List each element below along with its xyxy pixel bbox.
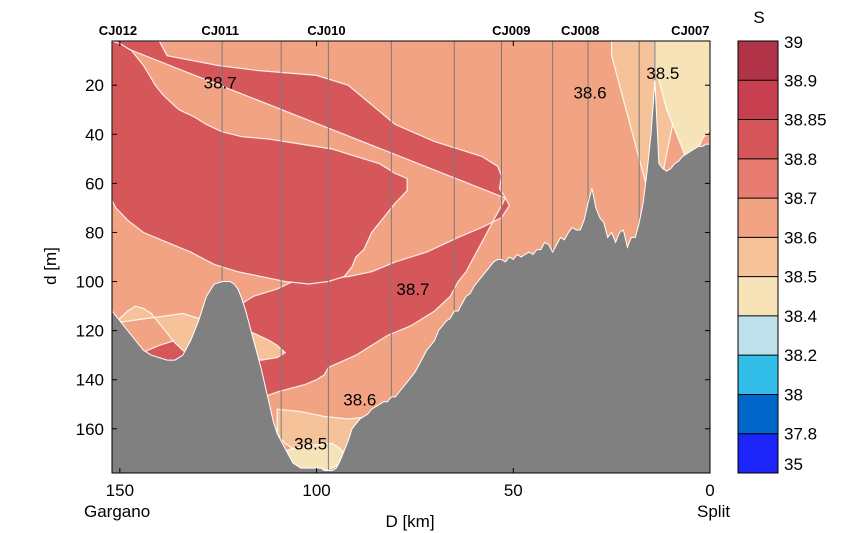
y-tick-label-140: 140: [76, 371, 104, 390]
plot-frame: [111, 40, 711, 474]
colorbar-swatch-6: [738, 237, 778, 277]
x-tick-label-50: 50: [504, 481, 523, 500]
y-tick-label-160: 160: [76, 420, 104, 439]
contour-label-2: 38.6: [573, 84, 606, 103]
y-tick-label-120: 120: [76, 322, 104, 341]
colorbar-frame: [737, 40, 779, 474]
x-end-label-left: Gargano: [84, 502, 150, 521]
plot-area: 38.7 38.6 38.5 38.7 38.6 38.5: [112, 41, 710, 473]
x-end-label-right: Split: [697, 502, 730, 521]
colorbar-label-7: 38.5: [784, 268, 817, 287]
seafloor: [112, 80, 710, 473]
station-label-cj007: CJ007: [671, 23, 709, 38]
colorbar-swatch-2: [738, 80, 778, 120]
colorbar-label-12: 35: [784, 455, 803, 474]
colorbar-swatch-5: [738, 198, 778, 238]
colorbar-label-10: 38: [784, 385, 803, 404]
colorbar-title: S: [753, 8, 764, 27]
colorbar-swatch-9: [738, 355, 778, 395]
y-axis-title: d [m]: [41, 247, 60, 285]
colorbar-swatch-3: [738, 119, 778, 159]
colorbar-swatch-11: [738, 433, 778, 473]
contour-labels: 38.7 38.6 38.5 38.7 38.6 38.5: [204, 64, 680, 454]
colorbar-swatch-7: [738, 276, 778, 316]
colorbar-label-3: 38.85: [784, 111, 827, 130]
station-label-cj009: CJ009: [492, 23, 530, 38]
colorbar-label-5: 38.7: [784, 189, 817, 208]
station-label-cj010: CJ010: [307, 23, 345, 38]
y-tick-label-60: 60: [85, 174, 104, 193]
y-tick-label-80: 80: [85, 223, 104, 242]
station-label-cj011: CJ011: [201, 23, 239, 38]
contour-label-5: 38.6: [343, 390, 376, 409]
x-axis-title: D [km]: [385, 512, 434, 531]
colorbar-label-11: 37.8: [784, 425, 817, 444]
salinity-regions: [112, 41, 710, 473]
y-tick-label-40: 40: [85, 125, 104, 144]
x-tick-label-150: 150: [106, 481, 134, 500]
contour-label-6: 38.5: [294, 435, 327, 454]
colorbar-swatch-8: [738, 315, 778, 356]
colorbar-label-9: 38.2: [784, 346, 817, 365]
colorbar-label-2: 38.9: [784, 71, 817, 90]
station-label-cj012: CJ012: [99, 23, 137, 38]
colorbar-label-1: 39: [784, 33, 803, 52]
salinity-region-3: [112, 41, 408, 285]
contour-label-1: 38.7: [204, 74, 237, 93]
y-tick-label-100: 100: [76, 273, 104, 292]
x-tick-label-0: 0: [705, 481, 714, 500]
contour-label-3: 38.5: [646, 64, 679, 83]
colorbar-swatch-10: [738, 394, 778, 434]
colorbar: 39 38.9 38.85 38.8 38.7 38.6 38.5 38.4 38.2 38 37.…: [737, 33, 827, 474]
station-label-cj008: CJ008: [561, 23, 599, 38]
colorbar-label-6: 38.6: [784, 228, 817, 247]
station-labels: CJ012 CJ011 CJ010 CJ009 CJ008 CJ007: [99, 23, 710, 38]
y-axis-ticks: 20 40 60 80 100 120 140 160: [76, 76, 710, 439]
y-tick-label-20: 20: [85, 76, 104, 95]
colorbar-label-4: 38.8: [784, 150, 817, 169]
colorbar-swatch-1: [738, 41, 778, 81]
colorbar-label-8: 38.4: [784, 307, 817, 326]
x-tick-label-100: 100: [302, 481, 330, 500]
x-axis-ticks: 150 100 50 0: [106, 41, 715, 500]
colorbar-swatch-4: [738, 158, 778, 199]
contour-label-4: 38.7: [396, 280, 429, 299]
